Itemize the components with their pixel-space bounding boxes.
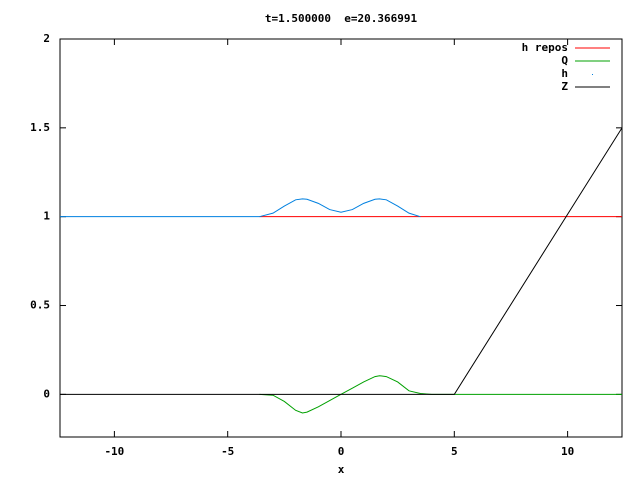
- legend-sample: [592, 74, 593, 75]
- legend-label: h repos: [522, 41, 568, 54]
- y-tick-label: 0: [43, 387, 50, 400]
- legend-label: Z: [561, 80, 568, 93]
- x-tick-label: 5: [451, 445, 458, 458]
- y-tick-label: 0.5: [30, 299, 50, 312]
- series-line: [60, 198, 421, 218]
- legend-label: Q: [561, 54, 568, 67]
- y-tick-label: 1: [43, 210, 50, 223]
- y-tick-label: 1.5: [30, 121, 50, 134]
- x-tick-label: -10: [104, 445, 124, 458]
- x-tick-label: -5: [221, 445, 234, 458]
- y-tick-label: 2: [43, 32, 50, 45]
- x-axis-label: x: [338, 463, 345, 476]
- chart-title: t=1.500000 e=20.366991: [265, 12, 418, 25]
- x-tick-label: 10: [561, 445, 574, 458]
- x-tick-label: 0: [338, 445, 345, 458]
- legend-label: h: [561, 67, 568, 80]
- series-line: [60, 127, 623, 395]
